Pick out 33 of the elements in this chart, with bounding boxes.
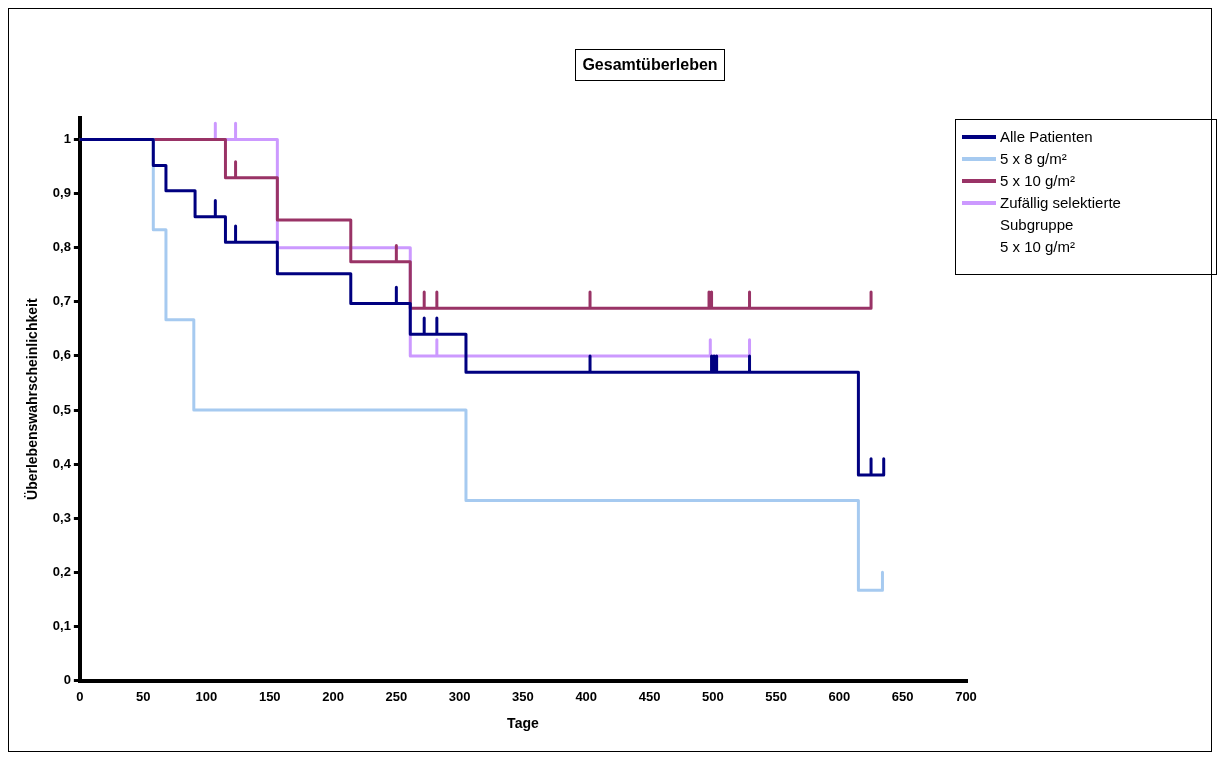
y-tick-label: 0,6 [52, 347, 71, 363]
x-tick-label: 450 [638, 688, 661, 704]
y-tick-label: 0,5 [52, 401, 71, 417]
legend-label: Zufällig selektierte Subgruppe 5 x 10 g/m² [1000, 193, 1121, 257]
legend-label: 5 x 10 g/m² [1000, 171, 1076, 191]
x-tick-label: 0 [76, 688, 84, 704]
y-tick-label: 0,1 [52, 618, 71, 634]
y-tick-label: 0,7 [52, 293, 71, 309]
x-tick-label: 650 [891, 688, 914, 704]
x-tick-label: 550 [765, 688, 787, 704]
y-tick-label: 0,3 [52, 509, 71, 525]
y-tick-label: 0,2 [52, 563, 71, 579]
y-tick-label: 0,8 [52, 239, 71, 255]
x-tick-label: 150 [258, 688, 281, 704]
y-tick-label: 0 [63, 672, 71, 688]
y-axis-title: Überlebenswahrscheinlichkeit [24, 298, 41, 500]
chart-title: Gesamtüberleben [575, 49, 725, 81]
x-tick-label: 200 [322, 688, 344, 704]
x-tick-label: 500 [701, 688, 724, 704]
y-tick-label: 0,4 [52, 455, 72, 471]
x-tick-label: 600 [828, 688, 851, 704]
x-tick-label: 700 [955, 688, 977, 704]
legend-label: Alle Patienten [1000, 127, 1093, 147]
y-tick-label: 0,9 [52, 185, 71, 201]
x-tick-label: 400 [575, 688, 598, 704]
legend-label: 5 x 8 g/m² [1000, 149, 1067, 169]
x-tick-label: 300 [448, 688, 471, 704]
x-tick-label: 250 [385, 688, 408, 704]
x-tick-label: 350 [512, 688, 534, 704]
x-tick-label: 50 [135, 688, 151, 704]
x-axis-title: Tage [507, 715, 539, 732]
x-tick-label: 100 [195, 688, 218, 704]
y-tick-label: 1 [63, 131, 71, 147]
